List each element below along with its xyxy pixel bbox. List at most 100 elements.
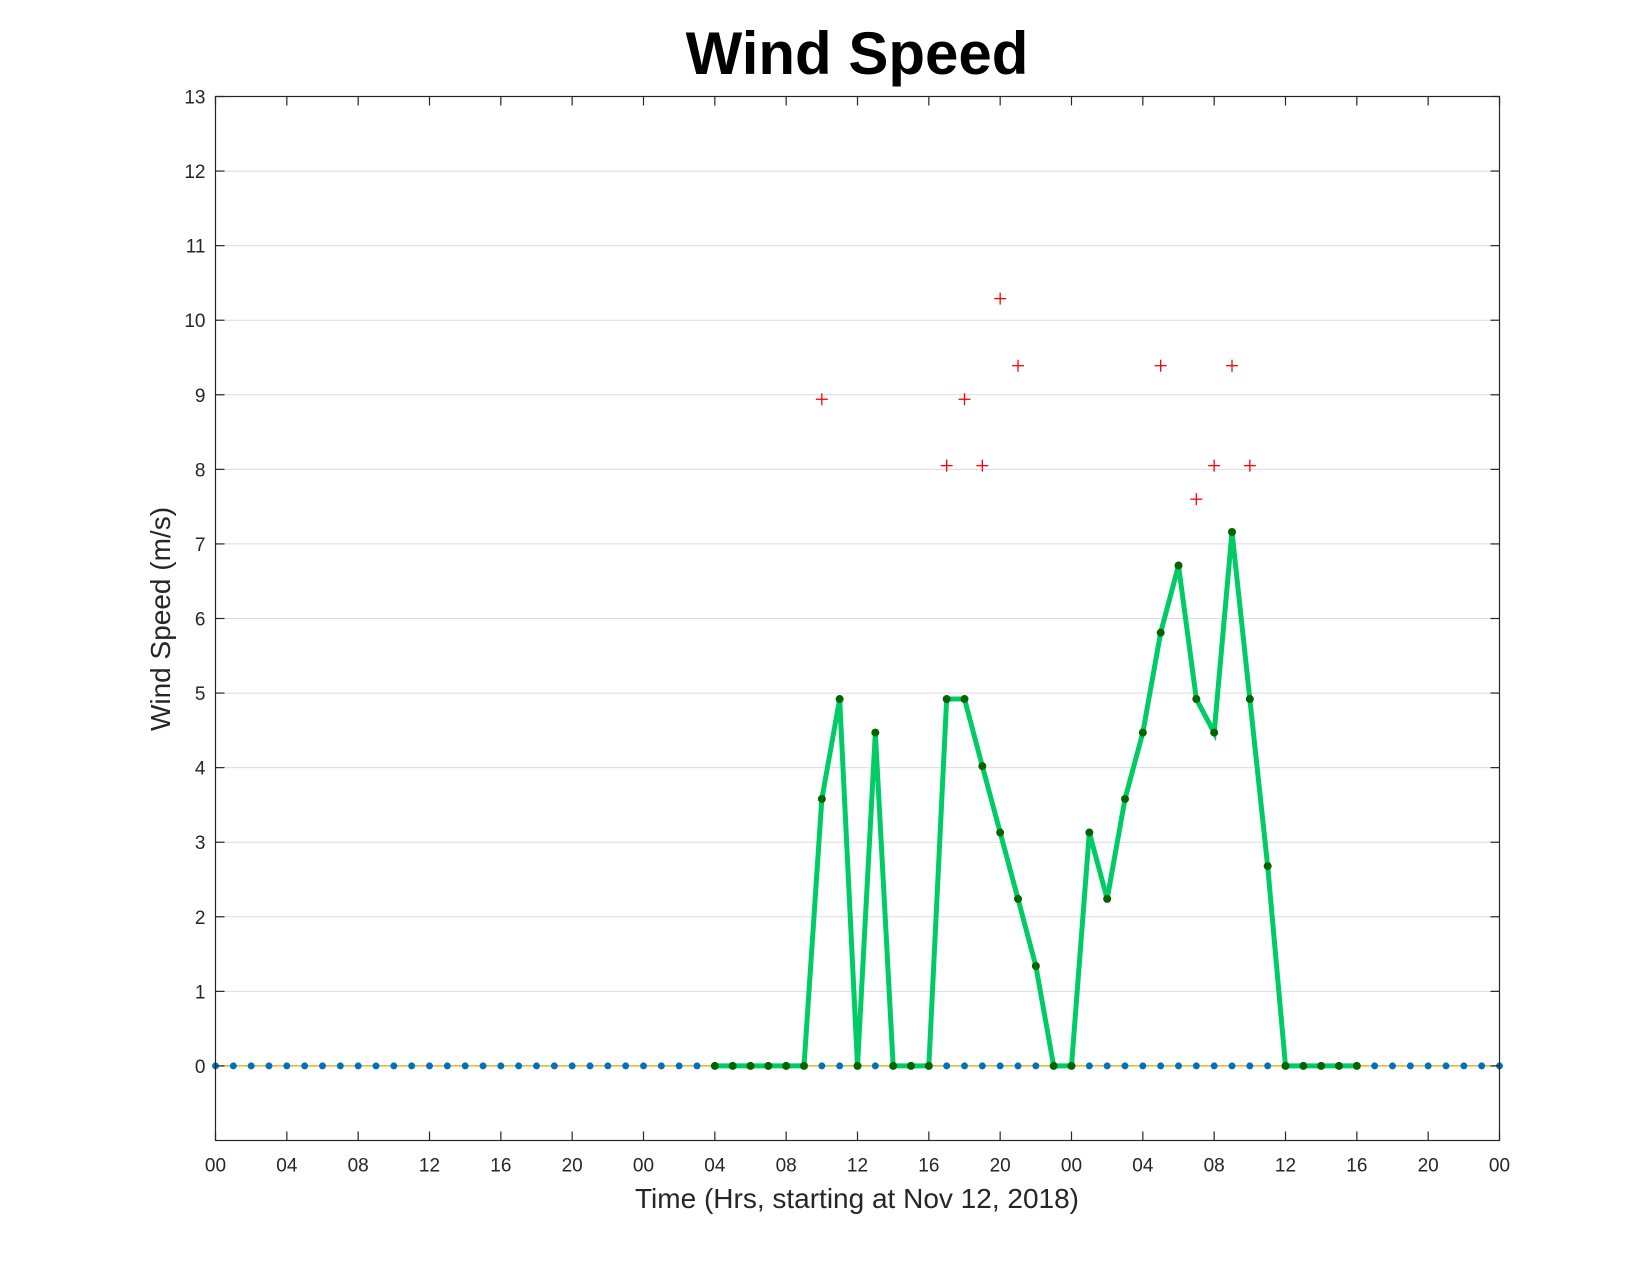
y-tick-label: 5 xyxy=(195,684,206,705)
x-tick-label: 00 xyxy=(205,1156,226,1177)
data-point xyxy=(336,1062,344,1070)
plus-marker xyxy=(994,292,1007,305)
data-point xyxy=(960,695,969,704)
data-point xyxy=(319,1062,326,1070)
data-point xyxy=(1049,1061,1058,1070)
data-point xyxy=(1031,962,1040,971)
data-point xyxy=(1245,695,1254,704)
data-point xyxy=(1138,728,1147,737)
data-point xyxy=(408,1062,416,1070)
grid-lines xyxy=(215,96,1500,1067)
data-point xyxy=(283,1062,291,1070)
data-point xyxy=(604,1062,612,1070)
plus-marker xyxy=(976,459,989,472)
data-point xyxy=(835,695,844,704)
data-point xyxy=(800,1061,808,1070)
data-point xyxy=(942,695,951,704)
data-point xyxy=(782,1061,791,1070)
data-point xyxy=(853,1061,862,1070)
x-tick-label: 00 xyxy=(1489,1156,1510,1177)
plus-marker xyxy=(1243,459,1256,472)
plus-marker xyxy=(815,393,828,406)
data-point xyxy=(1014,1062,1022,1070)
data-point xyxy=(961,1062,968,1070)
data-point xyxy=(586,1062,594,1070)
data-point xyxy=(996,828,1005,837)
chart-title: Wind Speed xyxy=(686,20,1029,87)
data-point xyxy=(1032,1062,1040,1070)
data-point xyxy=(247,1062,255,1070)
y-tick-label: 13 xyxy=(184,88,205,109)
data-point xyxy=(1246,1062,1254,1070)
x-tick-label: 20 xyxy=(990,1156,1011,1177)
data-point xyxy=(354,1062,362,1070)
plus-marker xyxy=(1190,493,1203,506)
data-point xyxy=(1121,794,1129,803)
x-tick-label: 04 xyxy=(1132,1156,1154,1177)
plus-marker xyxy=(1208,459,1221,472)
x-tick-label: 20 xyxy=(562,1156,583,1177)
plus-marker xyxy=(1226,359,1238,372)
data-point xyxy=(889,1061,898,1070)
y-tick-label: 3 xyxy=(195,833,206,854)
x-tick-label: 20 xyxy=(1418,1156,1439,1177)
data-point xyxy=(1014,894,1022,903)
y-tick-label: 4 xyxy=(195,759,206,780)
data-point xyxy=(1263,862,1272,871)
y-tick-label: 0 xyxy=(195,1057,206,1078)
data-point xyxy=(229,1062,237,1070)
data-point xyxy=(746,1061,755,1070)
series-line-1 xyxy=(714,531,1357,1069)
data-point xyxy=(978,762,987,771)
data-point xyxy=(461,1062,469,1070)
data-point xyxy=(301,1062,309,1070)
data-point xyxy=(640,1062,647,1070)
data-point xyxy=(871,1062,879,1070)
data-point xyxy=(1210,728,1219,737)
data-point xyxy=(818,1062,826,1070)
data-point xyxy=(1210,1062,1218,1070)
y-tick-label: 11 xyxy=(186,237,206,258)
x-tick-label: 08 xyxy=(776,1156,797,1177)
data-point xyxy=(1299,1061,1308,1070)
data-point xyxy=(1121,1062,1129,1070)
x-tick-label: 04 xyxy=(276,1156,298,1177)
plot-series xyxy=(212,292,1503,1070)
y-tick-label: 12 xyxy=(184,162,205,183)
data-point xyxy=(1442,1062,1450,1070)
data-point xyxy=(1103,1062,1111,1070)
data-point xyxy=(1460,1062,1468,1070)
x-tick-label: 16 xyxy=(918,1156,939,1177)
x-tick-label: 12 xyxy=(1275,1156,1296,1177)
data-point xyxy=(978,1062,986,1070)
data-point xyxy=(533,1062,540,1070)
data-point xyxy=(1192,695,1201,704)
x-tick-label: 00 xyxy=(633,1156,654,1177)
data-point xyxy=(1317,1061,1326,1070)
data-point xyxy=(1371,1062,1379,1070)
x-tick-label: 08 xyxy=(1204,1156,1225,1177)
data-point xyxy=(1406,1062,1414,1070)
data-point xyxy=(265,1062,273,1070)
y-tick-label: 7 xyxy=(195,535,206,556)
data-point xyxy=(1389,1062,1396,1070)
x-tick-label: 12 xyxy=(419,1156,440,1177)
x-tick-label: 12 xyxy=(847,1156,868,1177)
data-point xyxy=(1085,828,1094,837)
data-point xyxy=(1352,1061,1361,1070)
data-point xyxy=(1175,1062,1182,1070)
data-point xyxy=(1335,1061,1343,1070)
x-axis-label: Time (Hrs, starting at Nov 12, 2018) xyxy=(635,1183,1079,1214)
data-point xyxy=(1424,1062,1432,1070)
data-point xyxy=(443,1062,451,1070)
data-point xyxy=(1174,561,1183,570)
data-point xyxy=(943,1062,951,1070)
plus-marker xyxy=(1154,359,1167,372)
data-point xyxy=(675,1062,683,1070)
data-point xyxy=(710,1061,719,1070)
data-point xyxy=(1228,527,1236,536)
data-point xyxy=(817,794,826,803)
